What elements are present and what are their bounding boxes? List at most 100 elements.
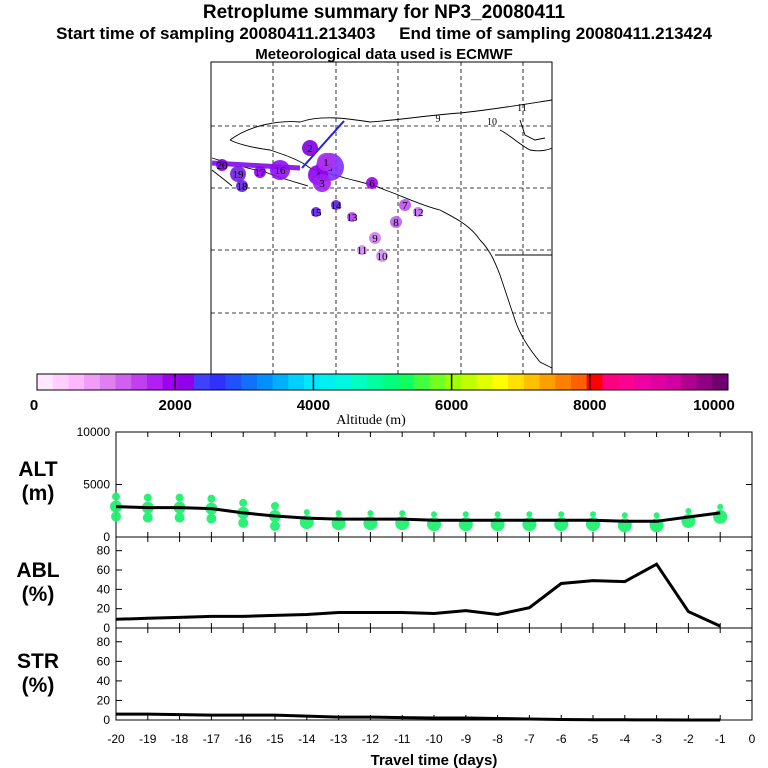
alt-scatter-point xyxy=(526,511,533,518)
colorbar-swatch xyxy=(586,374,603,390)
alt-scatter-point xyxy=(238,517,249,528)
alt-scatter-point xyxy=(335,510,342,517)
map-point: 17 xyxy=(254,166,266,179)
map-point: 1 xyxy=(317,153,335,171)
map-point: 9 xyxy=(436,114,441,125)
map-point: 19 xyxy=(230,166,246,182)
alt-scatter-point xyxy=(206,513,217,524)
alt-scatter-point xyxy=(399,510,406,517)
colorbar-swatch xyxy=(335,374,352,390)
map-point-label: 17 xyxy=(255,167,267,179)
colorbar-swatch xyxy=(618,374,635,390)
colorbar-swatch xyxy=(146,374,164,390)
map-point-marker xyxy=(357,245,367,255)
colorbar-label: Altitude (m) xyxy=(336,413,406,428)
panel-ylabel: ALT xyxy=(18,458,57,481)
map-point-label: 19 xyxy=(233,169,245,181)
colorbar-swatch xyxy=(37,374,54,390)
map-point-marker xyxy=(347,212,357,222)
x-tick-label: -16 xyxy=(235,732,253,746)
x-tick-label: -19 xyxy=(139,732,157,746)
panel-ylabel: ABL xyxy=(16,559,59,582)
map-point-label: 9 xyxy=(436,114,441,125)
alt-scatter-point xyxy=(685,508,692,515)
map-point: 14 xyxy=(331,200,343,212)
colorbar-swatch xyxy=(665,374,682,390)
colorbar-frame xyxy=(36,373,729,391)
map-point-marker xyxy=(311,207,321,217)
colorbar-swatch xyxy=(398,374,415,390)
alt-scatter-point xyxy=(175,493,184,502)
panel-ylabel: (m) xyxy=(22,482,55,505)
colorbar-swatch xyxy=(508,374,525,390)
x-tick-label: -10 xyxy=(425,732,443,746)
map-point: 8 xyxy=(390,216,402,229)
end-time-label: End time of sampling 20080411.213424 xyxy=(399,24,712,43)
map-point-label: 2 xyxy=(307,143,313,155)
y-tick-label: 80 xyxy=(97,544,111,558)
y-tick-label: 0 xyxy=(103,713,110,727)
map-point: 12 xyxy=(413,207,424,219)
map-point: 13 xyxy=(347,212,359,224)
map-point: 3 xyxy=(313,174,331,192)
panel-frame xyxy=(115,627,753,721)
x-tick-label: -5 xyxy=(588,732,599,746)
alt-scatter-point xyxy=(717,503,724,510)
colorbar-swatch xyxy=(162,374,179,390)
colorbar-swatch xyxy=(445,374,462,390)
map-point: 10 xyxy=(376,250,388,263)
x-tick-label: -9 xyxy=(460,732,471,746)
map-point-marker xyxy=(313,174,331,192)
x-tick-label: -11 xyxy=(394,732,411,746)
map-point-label: 16 xyxy=(275,165,287,177)
map-point-marker xyxy=(399,199,411,211)
x-tick-label: -17 xyxy=(203,732,221,746)
map-point-label: 12 xyxy=(413,207,424,219)
colorbar-swatch xyxy=(492,374,509,390)
trajectory-map: 543126789101112131415161718192091011 xyxy=(210,61,553,375)
alt-scatter-point xyxy=(271,502,279,510)
map-point-label: 9 xyxy=(372,233,378,245)
map-point-label: 18 xyxy=(237,181,249,193)
altitude-colorbar: 0 2000 4000 6000 8000 10000 xyxy=(30,373,735,414)
x-tick-label: -3 xyxy=(651,732,662,746)
colorbar-swatch xyxy=(461,374,478,390)
alt-scatter-point xyxy=(111,511,121,522)
colorbar-swatch xyxy=(84,374,101,390)
colorbar-swatch xyxy=(680,374,698,390)
colorbar-swatch xyxy=(523,374,541,390)
colorbar-swatch xyxy=(99,374,117,390)
x-tick-label: -6 xyxy=(556,732,567,746)
met-data-label: Meteorological data used is ECMWF xyxy=(255,46,513,63)
colorbar-swatch xyxy=(225,374,242,390)
colorbar-swatch xyxy=(319,374,336,390)
alt-scatter-point xyxy=(653,512,660,519)
map-point: 11 xyxy=(357,245,367,257)
colorbar-swatch xyxy=(476,374,493,390)
colorbar-swatch xyxy=(209,374,226,390)
time-series-panels: 0500010000ALT(m)020406080ABL(%)020406080… xyxy=(16,425,755,768)
map-point-label: 7 xyxy=(402,200,408,212)
map-point-marker xyxy=(254,166,266,178)
map-point-label: 13 xyxy=(347,212,359,224)
colorbar-swatch xyxy=(696,374,713,390)
panel-altitude: 0 5000 10000 ALT(m) xyxy=(18,425,753,544)
colorbar-swatch xyxy=(570,374,588,390)
map-point-label: 14 xyxy=(331,200,343,212)
series-line xyxy=(115,505,721,523)
alt-scatter-point xyxy=(110,500,122,513)
map-point: 9 xyxy=(369,232,381,245)
x-tick-label: -7 xyxy=(524,732,535,746)
series-line xyxy=(115,562,721,628)
map-point: 7 xyxy=(399,199,411,212)
x-tick-label: -12 xyxy=(362,732,380,746)
alt-scatter-point xyxy=(174,512,185,523)
x-tick-label: -1 xyxy=(715,732,726,746)
x-tick-label: -8 xyxy=(492,732,503,746)
colorbar-tick-label: 6000 xyxy=(435,397,468,414)
map-point-marker xyxy=(230,166,246,182)
colorbar-swatch xyxy=(555,374,572,390)
alt-scatter-point xyxy=(142,512,153,523)
colorbar-swatch xyxy=(712,374,729,390)
